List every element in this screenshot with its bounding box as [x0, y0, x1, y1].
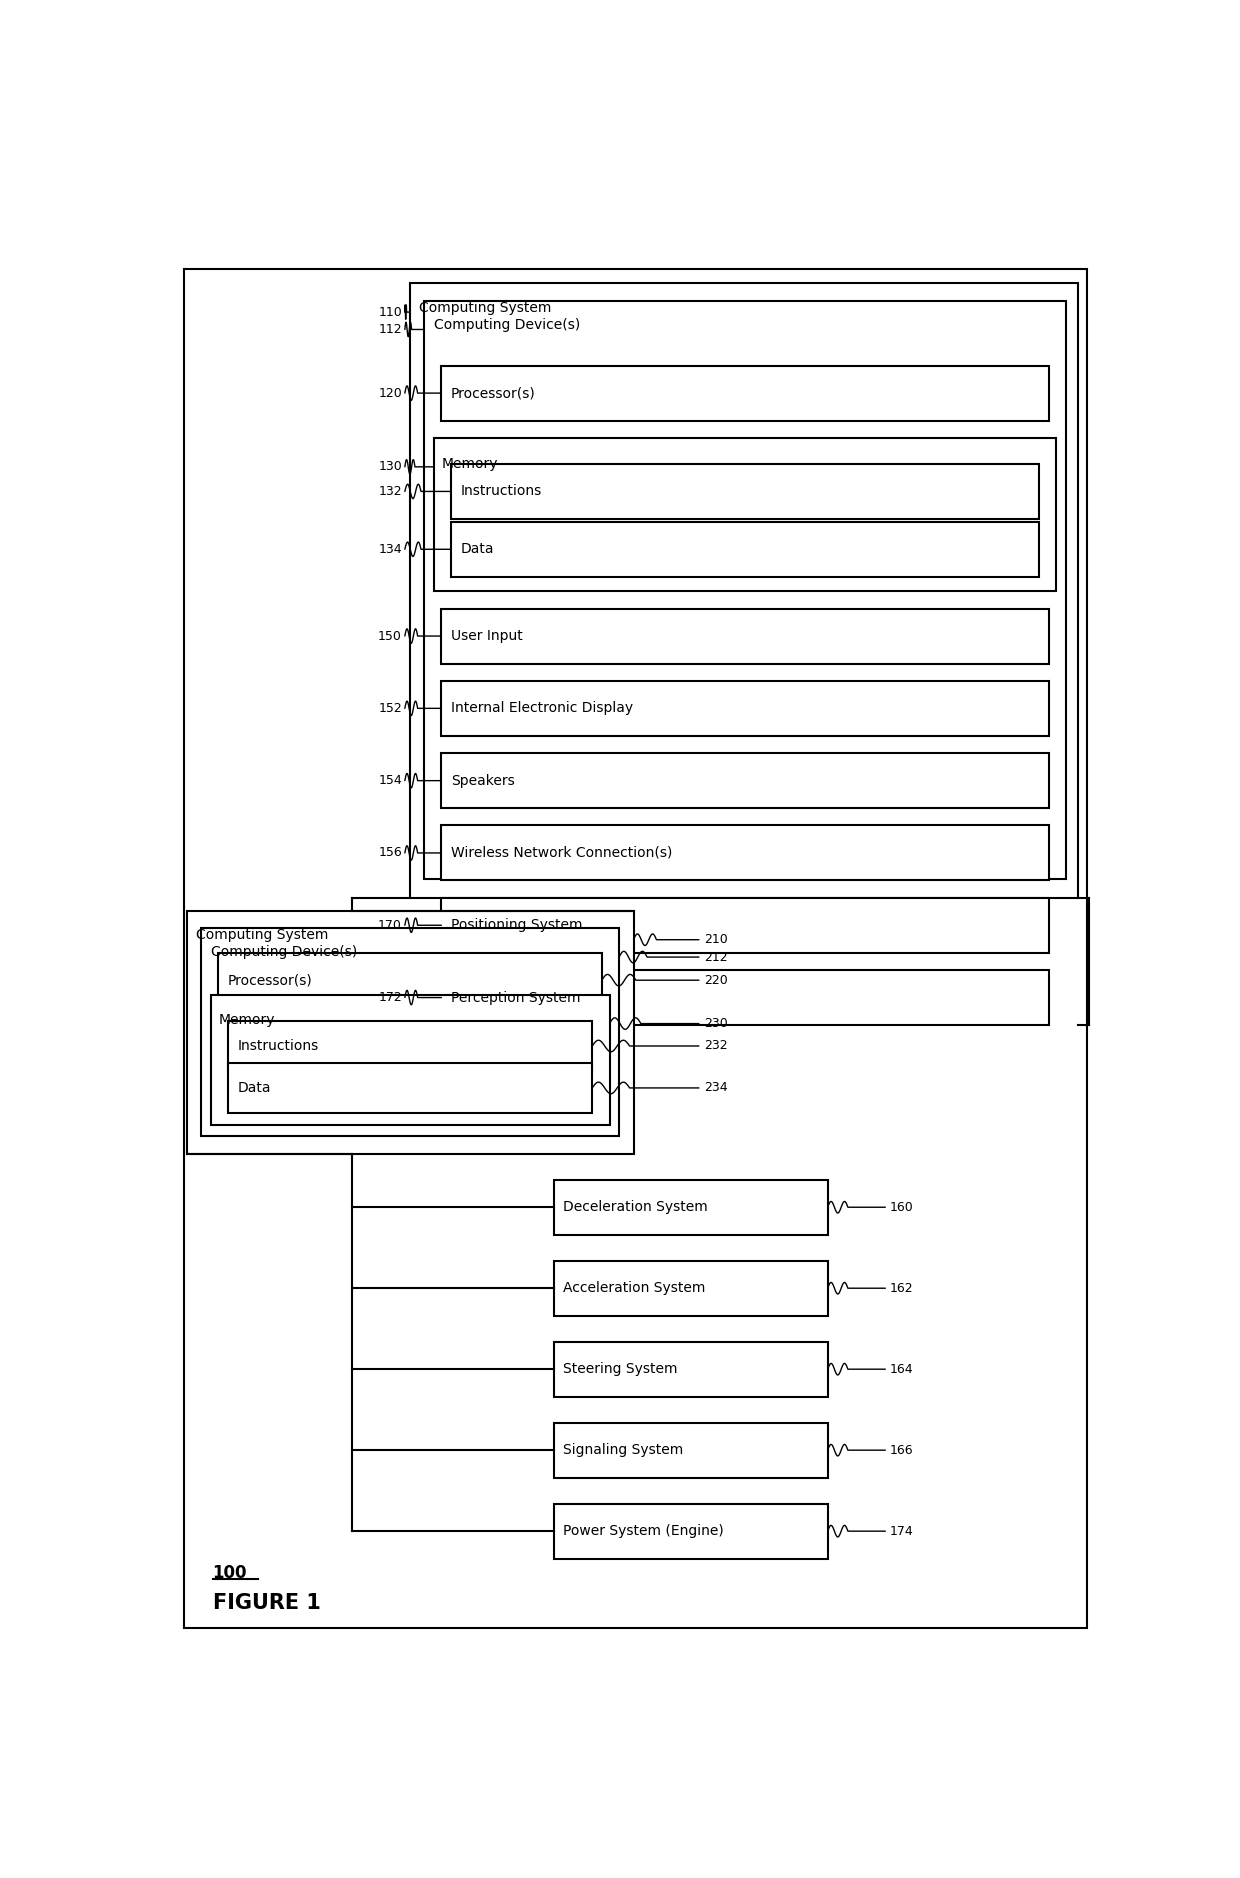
- Text: Wireless Network Connection(s): Wireless Network Connection(s): [451, 845, 672, 860]
- Bar: [441, 366, 1049, 421]
- Text: Internal Electronic Display: Internal Electronic Display: [451, 700, 634, 716]
- Bar: [228, 1063, 593, 1114]
- Text: 212: 212: [704, 950, 728, 963]
- Text: 160: 160: [890, 1200, 914, 1213]
- Text: 234: 234: [704, 1082, 728, 1095]
- Bar: [441, 753, 1049, 808]
- Text: 110: 110: [378, 306, 402, 319]
- Bar: [451, 522, 1039, 577]
- Bar: [201, 928, 619, 1136]
- Text: 174: 174: [890, 1525, 914, 1538]
- Text: 230: 230: [704, 1018, 728, 1031]
- Text: Positioning System: Positioning System: [451, 918, 583, 931]
- Text: 130: 130: [378, 460, 402, 473]
- Bar: [441, 826, 1049, 881]
- Bar: [451, 464, 1039, 518]
- Text: 156: 156: [378, 847, 402, 860]
- Text: Signaling System: Signaling System: [563, 1442, 683, 1457]
- Text: Computing Device(s): Computing Device(s): [211, 945, 357, 960]
- Text: 100: 100: [213, 1564, 247, 1581]
- Text: 232: 232: [704, 1040, 728, 1052]
- Text: Steering System: Steering System: [563, 1362, 678, 1377]
- Bar: [424, 300, 1066, 879]
- Bar: [554, 1179, 828, 1234]
- Text: User Input: User Input: [451, 629, 523, 642]
- Text: 152: 152: [378, 702, 402, 716]
- Bar: [441, 608, 1049, 663]
- Bar: [554, 1260, 828, 1316]
- Bar: [409, 284, 1078, 898]
- Text: Memory: Memory: [218, 1014, 275, 1027]
- Text: 220: 220: [704, 973, 728, 986]
- Text: Data: Data: [238, 1082, 272, 1095]
- Text: 134: 134: [378, 543, 402, 556]
- Text: 164: 164: [890, 1363, 914, 1377]
- Text: 154: 154: [378, 774, 402, 787]
- Text: 132: 132: [378, 485, 402, 498]
- Bar: [228, 1022, 593, 1070]
- Bar: [554, 1341, 828, 1397]
- Text: Instructions: Instructions: [460, 485, 542, 498]
- Bar: [218, 952, 601, 1008]
- Text: Power System (Engine): Power System (Engine): [563, 1525, 724, 1538]
- Text: Memory: Memory: [441, 456, 498, 471]
- Bar: [441, 971, 1049, 1025]
- Text: Deceleration System: Deceleration System: [563, 1200, 708, 1215]
- Text: Computing System: Computing System: [419, 300, 552, 314]
- Text: Instructions: Instructions: [238, 1039, 319, 1054]
- Bar: [441, 898, 1049, 952]
- Text: 150: 150: [378, 629, 402, 642]
- Bar: [554, 1424, 828, 1478]
- Text: 170: 170: [378, 918, 402, 931]
- Text: 210: 210: [704, 933, 728, 947]
- Bar: [434, 438, 1056, 592]
- Text: Processor(s): Processor(s): [228, 973, 312, 988]
- Text: 112: 112: [378, 323, 402, 336]
- Text: Speakers: Speakers: [451, 774, 515, 787]
- Text: Computing System: Computing System: [196, 928, 329, 943]
- Text: FIGURE 1: FIGURE 1: [213, 1593, 320, 1613]
- Text: 166: 166: [890, 1444, 914, 1457]
- Text: 162: 162: [890, 1281, 914, 1294]
- Text: 120: 120: [378, 387, 402, 400]
- Bar: [441, 682, 1049, 736]
- Text: Perception System: Perception System: [451, 990, 580, 1005]
- Text: Processor(s): Processor(s): [451, 387, 536, 400]
- Bar: [211, 995, 610, 1125]
- Text: Data: Data: [460, 543, 494, 556]
- Text: Computing Device(s): Computing Device(s): [434, 317, 580, 332]
- Bar: [554, 1504, 828, 1559]
- Bar: [187, 911, 634, 1153]
- Text: 172: 172: [378, 992, 402, 1005]
- Text: Acceleration System: Acceleration System: [563, 1281, 706, 1296]
